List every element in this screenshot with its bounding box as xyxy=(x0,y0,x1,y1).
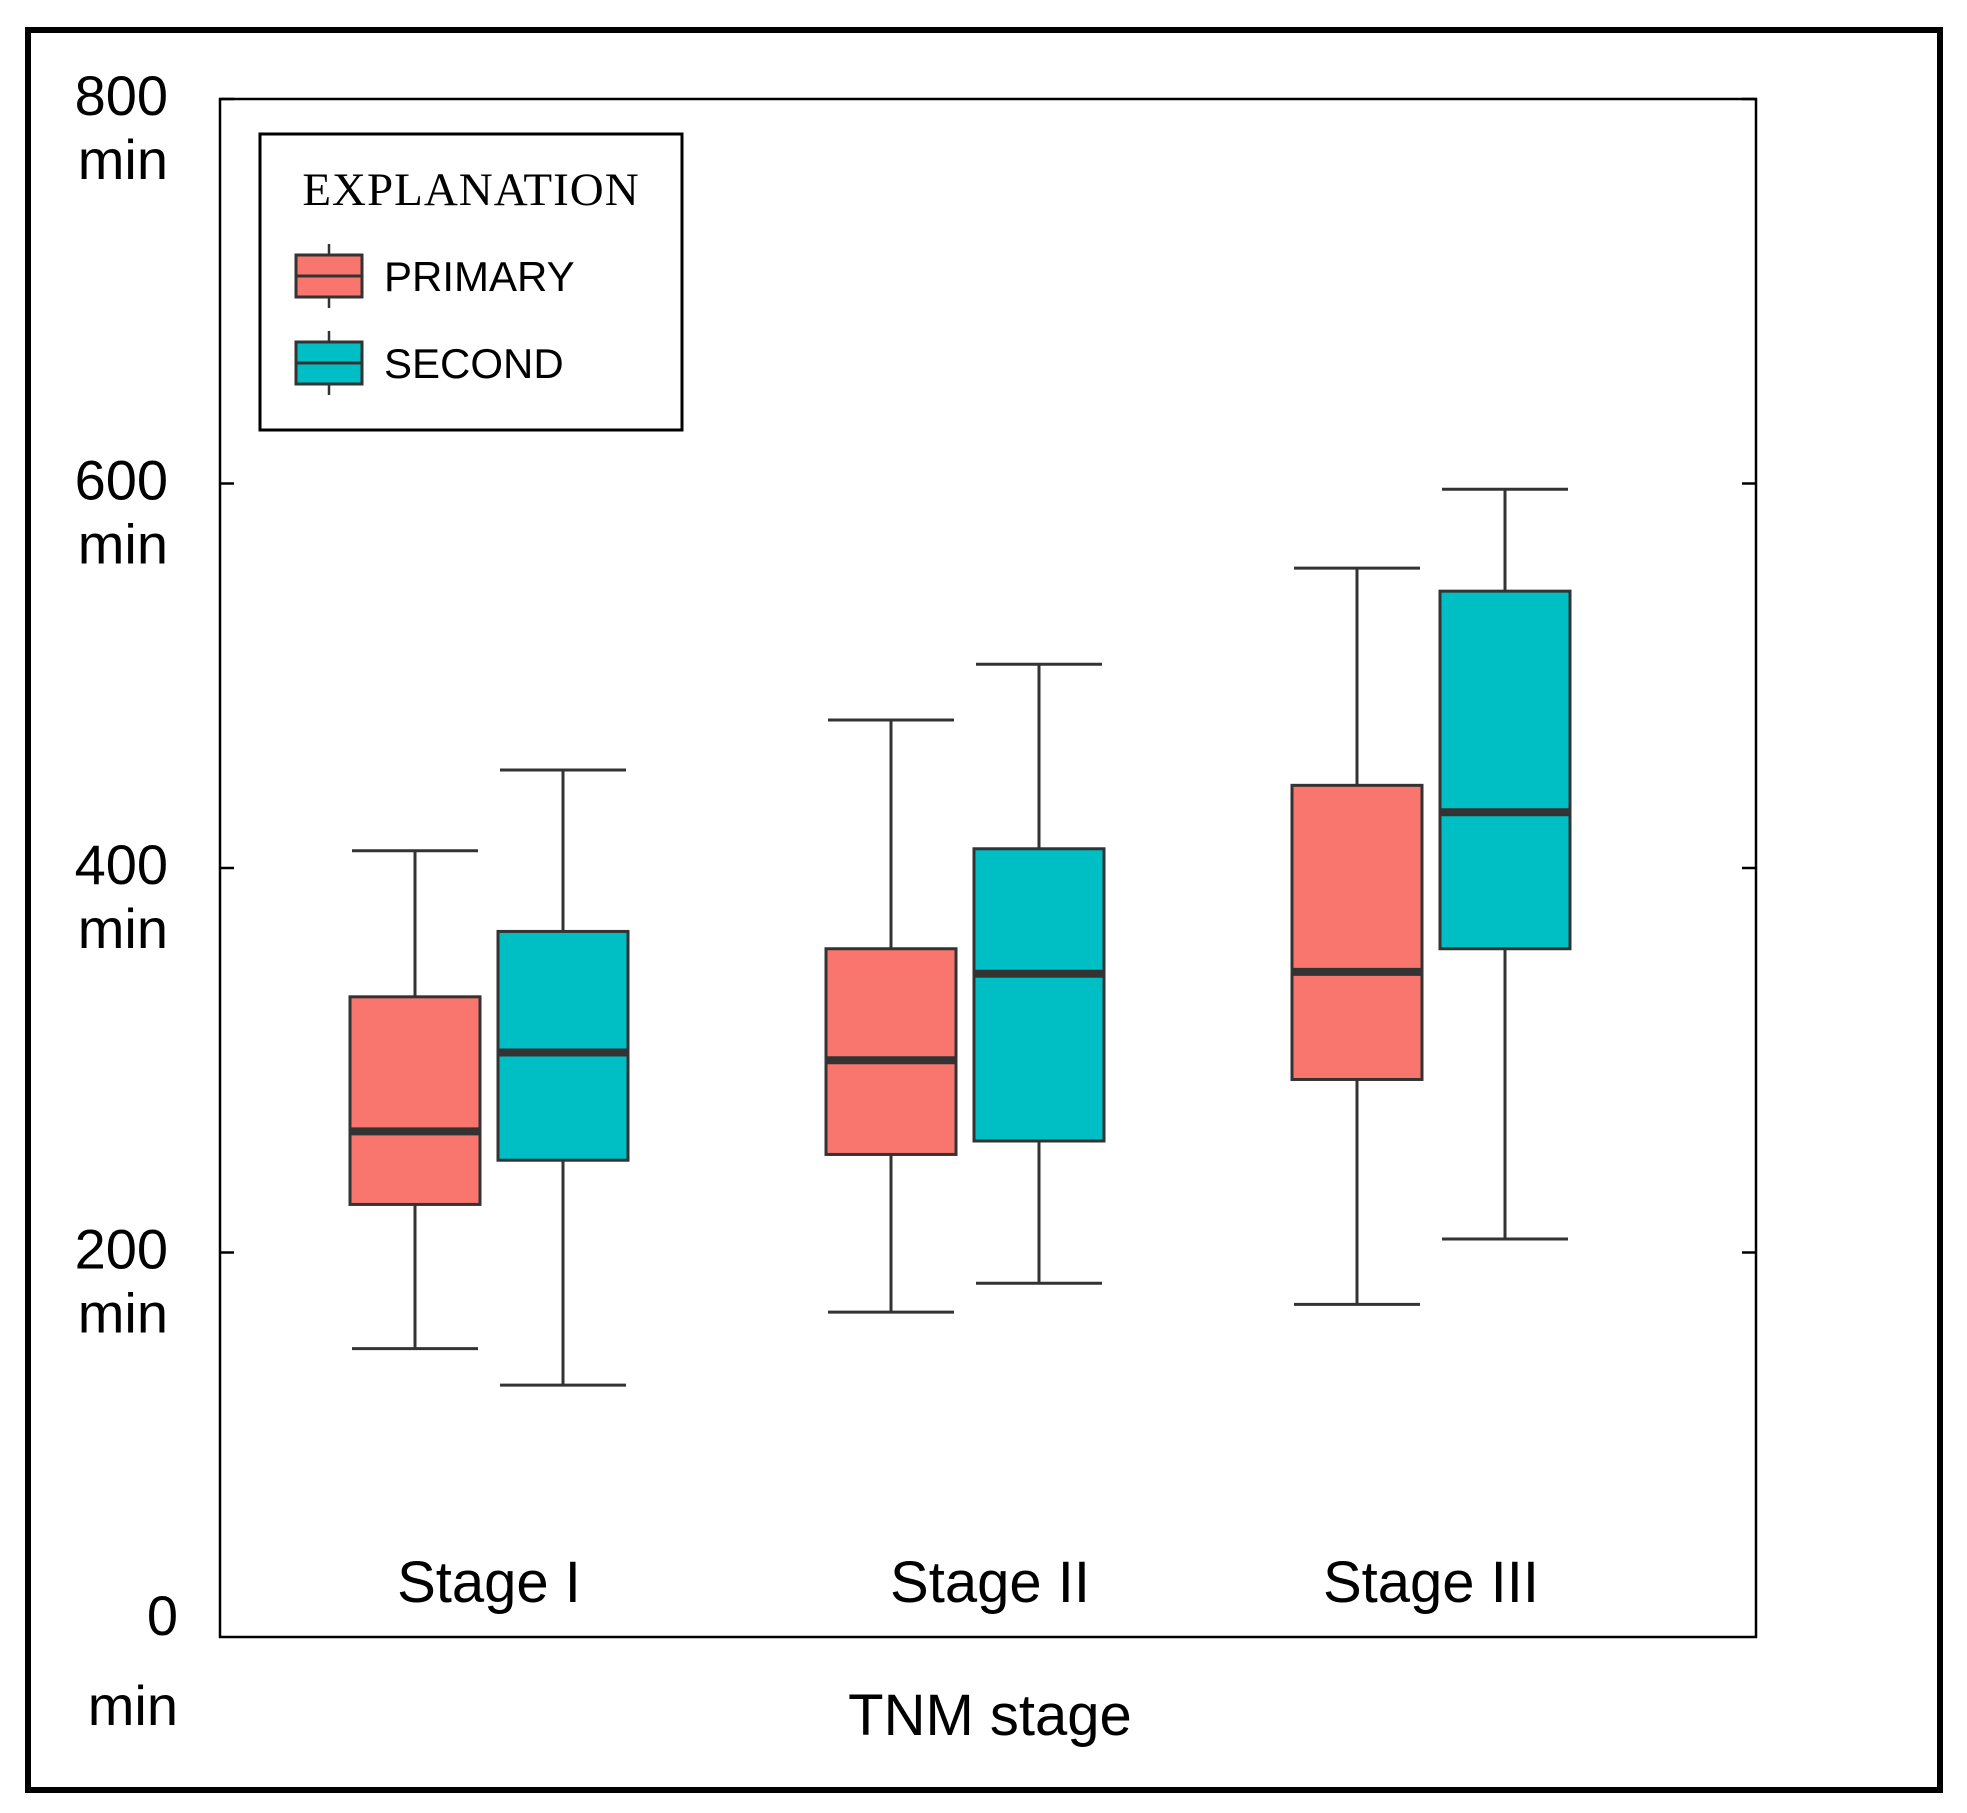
legend-label: SECOND xyxy=(384,340,564,387)
box-primary-2 xyxy=(1290,566,1424,1306)
legend-item-primary: PRIMARY xyxy=(294,244,575,308)
category-label-2: Stage II xyxy=(890,1550,1090,1615)
y-tick-label-0: 0 xyxy=(147,1584,178,1647)
category-label-3: Stage III xyxy=(1323,1550,1539,1615)
legend: EXPLANATION PRIMARY SECOND xyxy=(258,132,684,432)
legend-label: PRIMARY xyxy=(384,253,575,300)
y-tick-unit-800: min xyxy=(78,128,168,191)
legend-title: EXPLANATION xyxy=(302,164,639,216)
category-labels: Stage I Stage II Stage III xyxy=(397,1550,1539,1615)
y-tick-unit-0: min xyxy=(88,1674,178,1737)
box-second-0 xyxy=(496,768,630,1387)
y-tick-unit-200: min xyxy=(78,1282,168,1345)
y-tick-unit-400: min xyxy=(78,897,168,960)
box-second-2 xyxy=(1438,487,1572,1241)
box-primary-1 xyxy=(824,718,958,1314)
box-iqr xyxy=(1438,589,1572,951)
y-tick-unit-600: min xyxy=(78,513,168,576)
boxes-layer xyxy=(348,487,1572,1387)
y-tick-label-800: 800 xyxy=(75,64,168,127)
category-label-1: Stage I xyxy=(397,1550,581,1615)
box-iqr xyxy=(824,947,958,1156)
y-tick-label-200: 200 xyxy=(75,1218,168,1281)
box-iqr xyxy=(972,847,1106,1143)
legend-item-second: SECOND xyxy=(294,331,564,395)
legend-items: PRIMARY SECOND xyxy=(294,244,575,395)
y-tick-label-400: 400 xyxy=(75,833,168,896)
box-second-1 xyxy=(972,662,1106,1285)
x-axis-label: TNM stage xyxy=(848,1683,1132,1748)
y-tick-label-600: 600 xyxy=(75,449,168,512)
box-iqr xyxy=(496,929,630,1162)
box-iqr xyxy=(348,995,482,1206)
box-primary-0 xyxy=(348,849,482,1351)
box-iqr xyxy=(1290,783,1424,1081)
